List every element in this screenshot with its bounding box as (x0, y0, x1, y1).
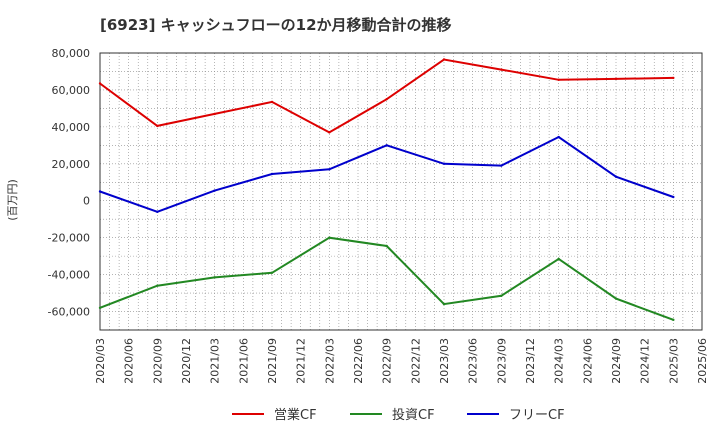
data-point (672, 318, 675, 322)
x-tick-label: 2021/06 (237, 338, 250, 384)
x-tick-label: 2022/03 (323, 338, 336, 384)
x-tick-label: 2022/12 (409, 338, 422, 384)
y-tick-label: 0 (83, 195, 90, 208)
data-point (270, 172, 274, 176)
x-tick-label: 2024/06 (581, 338, 594, 384)
data-point (98, 306, 102, 310)
data-point (328, 168, 331, 171)
data-point (500, 294, 503, 298)
data-point (213, 112, 216, 116)
x-tick-label: 2024/12 (639, 338, 652, 384)
data-point (614, 175, 618, 178)
y-axis: 80,000 60,000 40,000 20,000 0 -20,000 -40,000 -… (48, 47, 90, 319)
data-point (557, 135, 560, 139)
data-point (500, 68, 503, 71)
x-tick-label: 2023/12 (524, 338, 537, 384)
x-tick-label: 2022/09 (381, 338, 394, 384)
x-tick-label: 2024/09 (610, 338, 623, 384)
legend-label: 投資CF (392, 407, 435, 423)
x-tick-label: 2022/06 (352, 338, 365, 384)
data-point (270, 271, 274, 274)
data-point (442, 58, 446, 61)
data-point (557, 257, 560, 261)
series-group (98, 58, 675, 322)
data-point (614, 297, 618, 300)
data-point (442, 302, 446, 306)
grid (100, 53, 702, 330)
x-tick-label: 2020/03 (94, 338, 107, 384)
data-point (672, 195, 675, 199)
chart-title: [6923] キャッシュフローの12か月移動合計の推移 (100, 16, 452, 34)
x-tick-label: 2025/06 (696, 338, 709, 384)
data-point (385, 144, 388, 147)
legend-label: 営業CF (274, 407, 317, 423)
x-tick-label: 2021/12 (295, 338, 308, 384)
x-tick-label: 2025/03 (667, 338, 680, 384)
data-point (442, 162, 446, 165)
data-point (98, 82, 102, 85)
data-point (270, 100, 274, 104)
data-point (672, 76, 675, 80)
data-point (328, 131, 331, 134)
y-tick-label: 80,000 (52, 47, 91, 60)
data-point (156, 210, 159, 214)
legend: 営業CF 投資CF フリーCF (232, 407, 565, 423)
y-tick-label: -60,000 (48, 306, 90, 319)
y-tick-label: 40,000 (52, 121, 91, 134)
y-axis-label: (百万円) (6, 179, 19, 221)
x-tick-label: 2021/03 (209, 338, 222, 384)
data-point (156, 284, 159, 287)
data-point (614, 77, 618, 81)
x-tick-label: 2020/06 (123, 338, 136, 384)
data-point (385, 97, 388, 101)
data-point (500, 164, 503, 167)
data-point (557, 78, 560, 81)
x-tick-label: 2024/03 (553, 338, 566, 384)
data-point (213, 189, 216, 192)
legend-label: フリーCF (509, 408, 565, 423)
data-point (328, 236, 331, 239)
x-tick-label: 2023/09 (495, 338, 508, 384)
x-tick-label: 2021/09 (266, 338, 279, 384)
y-tick-label: 20,000 (52, 158, 91, 171)
y-tick-label: -20,000 (48, 232, 90, 245)
x-tick-label: 2020/12 (180, 338, 193, 384)
data-point (213, 276, 216, 279)
data-point (98, 190, 102, 193)
x-axis: 2020/03 2020/06 2020/09 2020/12 2021/03 2021/… (94, 338, 709, 384)
y-tick-label: 60,000 (52, 84, 91, 97)
plot-area-border (99, 52, 703, 331)
data-point (156, 124, 159, 128)
x-tick-label: 2023/03 (438, 338, 451, 384)
x-tick-label: 2023/06 (467, 338, 480, 384)
x-tick-label: 2020/09 (151, 338, 164, 384)
data-point (385, 244, 388, 248)
y-tick-label: -40,000 (48, 269, 90, 282)
